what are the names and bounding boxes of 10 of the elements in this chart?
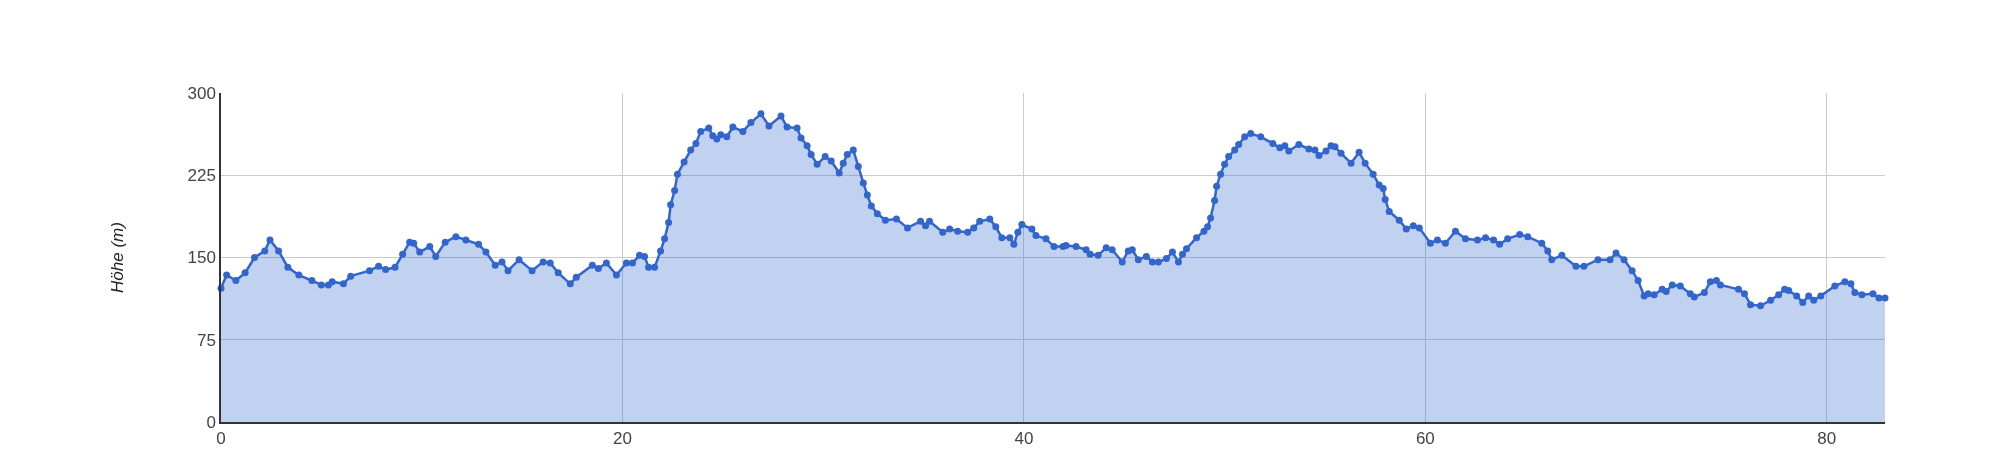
- x-tick-label: 80: [1817, 429, 1837, 449]
- x-tick-label: 20: [612, 429, 632, 449]
- x-tick-label: 60: [1415, 429, 1435, 449]
- y-tick-label: 150: [187, 248, 216, 268]
- y-tick-label: 0: [206, 412, 216, 432]
- y-tick-label: 300: [187, 83, 216, 103]
- y-axis-title: Höhe (m): [107, 222, 127, 293]
- x-tick-label: 40: [1014, 429, 1034, 449]
- y-tick-label: 75: [196, 330, 216, 350]
- y-tick-label: 225: [187, 166, 216, 186]
